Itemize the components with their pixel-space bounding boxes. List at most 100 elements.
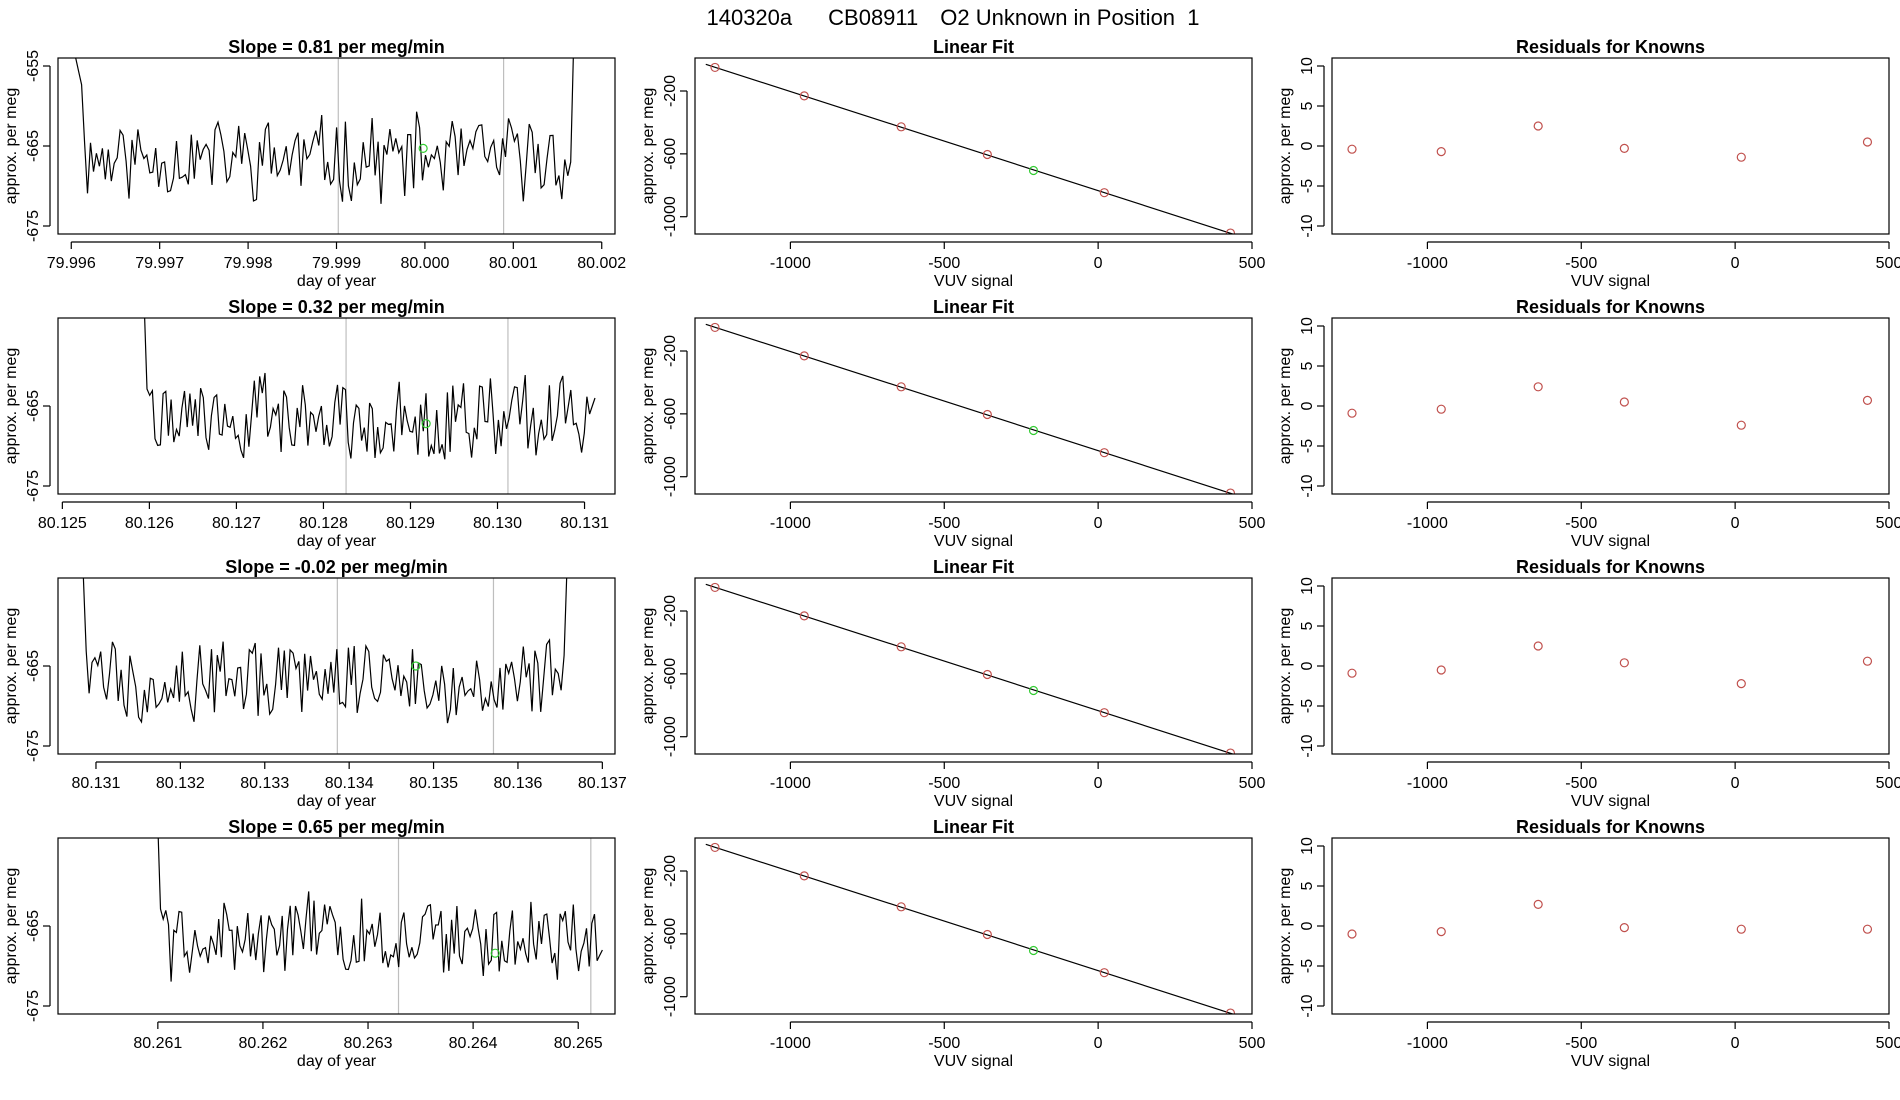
y-tick-label: -675 xyxy=(25,470,42,502)
y-tick-label: -1000 xyxy=(662,456,679,497)
residual-point xyxy=(1436,404,1446,414)
plot-content xyxy=(152,838,603,1014)
slope-unit: per meg/min xyxy=(336,557,448,577)
residual-point xyxy=(1436,926,1446,937)
y-tick-label: -5 xyxy=(1299,439,1316,453)
x-tick-label: 0 xyxy=(1094,1035,1103,1052)
plot-content xyxy=(1347,899,1873,939)
y-tick-label: -675 xyxy=(25,210,42,242)
slope-label: Slope = xyxy=(228,817,298,837)
plot-content xyxy=(705,322,1236,494)
x-tick-label: 500 xyxy=(1876,1035,1900,1052)
known-point xyxy=(1099,448,1109,458)
x-axis-label: VUV signal xyxy=(1571,533,1650,550)
known-point xyxy=(799,611,809,621)
y-axis-label: approx. per meg xyxy=(3,348,20,465)
panel-residuals-2: Residuals for Knowns -1000 -500 0 500 VUV sig… xyxy=(1277,297,1900,550)
x-tick-label: 80.137 xyxy=(578,775,627,792)
panel-title: Residuals for Knowns xyxy=(1516,557,1705,577)
residual-point xyxy=(1347,668,1357,678)
known-point xyxy=(710,842,720,853)
x-axis-label: day of year xyxy=(297,793,377,810)
y-tick-label: 10 xyxy=(1299,577,1316,595)
y-tick-label: 0 xyxy=(1299,661,1316,670)
residual-point xyxy=(1347,929,1357,939)
plot-frame xyxy=(57,57,616,235)
x-tick-label: 0 xyxy=(1094,515,1103,532)
residual-point xyxy=(1619,922,1629,933)
known-point xyxy=(896,382,906,392)
x-tick-label: 0 xyxy=(1731,255,1740,272)
x-tick-label: 500 xyxy=(1239,1035,1266,1052)
x-tick-label: 0 xyxy=(1731,775,1740,792)
fit-line xyxy=(705,843,1235,1014)
panel-linear-fit-4: Linear Fit -1000 -500 0 500 VUV signal -200 -60… xyxy=(640,817,1265,1070)
residual-point xyxy=(1862,656,1873,666)
known-point xyxy=(710,62,720,73)
panel-title: Linear Fit xyxy=(933,557,1014,577)
y-tick-label: 0 xyxy=(1299,921,1316,930)
x-tick-label: -500 xyxy=(1565,515,1597,532)
panel-time-series-4: Slope = 0.65 per meg/min 80.261 80.262 80.2… xyxy=(3,817,616,1070)
unknown-point xyxy=(411,661,421,671)
x-tick-label: 79.999 xyxy=(312,255,361,272)
known-point xyxy=(1225,1008,1236,1014)
slope-unit: per meg/min xyxy=(333,297,445,317)
x-tick-label: 80.263 xyxy=(344,1035,393,1052)
plot-content xyxy=(1347,121,1873,162)
slope-value: 0.81 xyxy=(298,37,333,57)
y-axis-label: approx. per meg xyxy=(640,88,657,205)
slope-label: Slope = xyxy=(228,297,298,317)
residual-point xyxy=(1533,382,1543,392)
y-axis-label: approx. per meg xyxy=(3,88,20,205)
slope-value: 0.65 xyxy=(298,817,333,837)
y-tick-label: -1000 xyxy=(662,196,679,237)
y-tick-label: -5 xyxy=(1299,179,1316,193)
plot-frame xyxy=(694,317,1253,495)
header-cylinder-id: CB08911 xyxy=(828,5,918,30)
y-axis-label: approx. per meg xyxy=(3,608,20,725)
unknown-point xyxy=(1028,425,1039,436)
x-tick-label: -500 xyxy=(1565,1035,1597,1052)
known-point xyxy=(982,929,992,940)
panel-title: Residuals for Knowns xyxy=(1516,37,1705,57)
residual-point xyxy=(1736,678,1746,689)
slope-value: 0.32 xyxy=(298,297,333,317)
slope-label: Slope = xyxy=(228,37,298,57)
panel-title: Residuals for Knowns xyxy=(1516,297,1705,317)
x-tick-label: 80.129 xyxy=(386,515,435,532)
x-tick-label: -1000 xyxy=(770,775,811,792)
y-tick-label: 5 xyxy=(1299,361,1316,370)
residual-point xyxy=(1533,641,1543,651)
known-point xyxy=(1225,748,1236,754)
known-point xyxy=(1099,188,1109,198)
panel-title: Linear Fit xyxy=(933,37,1014,57)
y-tick-label: -665 xyxy=(25,130,42,162)
y-tick-label: -665 xyxy=(25,650,42,682)
unknown-point xyxy=(418,143,428,153)
known-point xyxy=(896,902,906,912)
residual-point xyxy=(1862,137,1873,147)
slope-unit: per meg/min xyxy=(333,817,445,837)
residual-point xyxy=(1736,924,1746,934)
plot-frame xyxy=(57,837,616,1015)
y-tick-label: -1000 xyxy=(662,976,679,1017)
panel-title: Linear Fit xyxy=(933,817,1014,837)
unknown-point xyxy=(421,419,431,429)
header-date-code: 140320a xyxy=(706,5,792,30)
x-tick-label: -1000 xyxy=(1407,775,1448,792)
residual-point xyxy=(1619,397,1629,407)
x-tick-label: -500 xyxy=(928,1035,960,1052)
slope-value: -0.02 xyxy=(295,557,336,577)
x-tick-label: 80.002 xyxy=(577,255,626,272)
fit-line xyxy=(705,583,1235,754)
x-tick-label: 80.126 xyxy=(125,515,174,532)
y-tick-label: 0 xyxy=(1299,141,1316,150)
y-axis-label: approx. per meg xyxy=(640,348,657,465)
known-point xyxy=(896,642,906,652)
y-tick-label: -665 xyxy=(25,390,42,422)
known-point xyxy=(799,91,809,101)
y-tick-label: -10 xyxy=(1299,214,1316,237)
residual-point xyxy=(1736,152,1746,162)
